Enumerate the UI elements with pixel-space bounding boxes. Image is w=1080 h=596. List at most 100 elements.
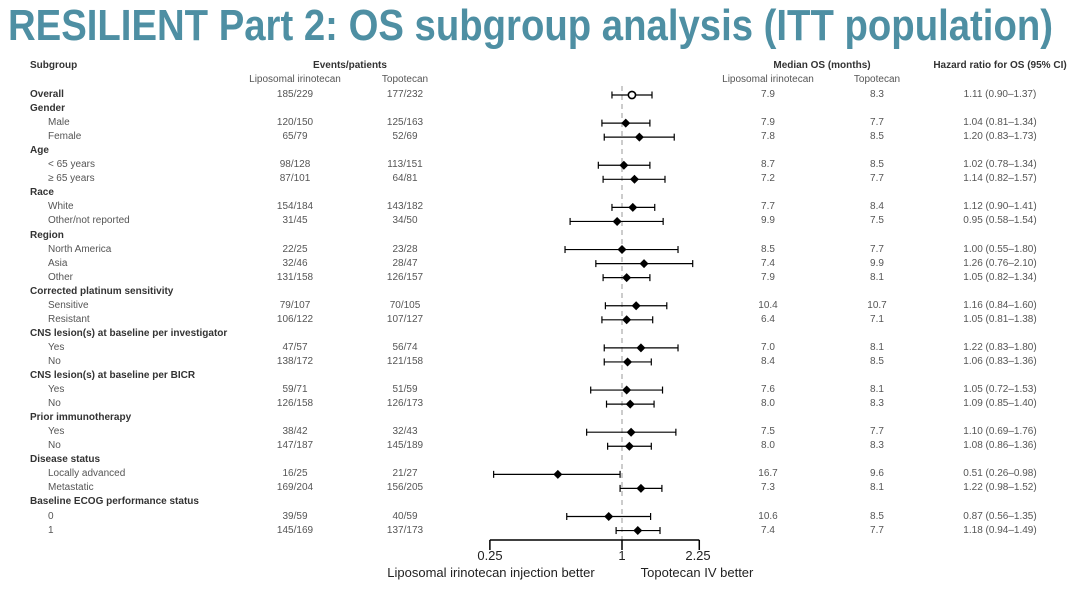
topo-median-os: 8.5 (870, 355, 884, 367)
hr-point-diamond (622, 315, 632, 325)
topo-events: 121/158 (386, 355, 424, 367)
subgroup-label: Asia (48, 257, 68, 269)
topo-median-os: 8.5 (870, 159, 884, 171)
hr-point-diamond (604, 512, 614, 521)
subgroup-label: Sensitive (48, 299, 89, 311)
subgroup-label: No (48, 398, 61, 410)
hr-point-diamond (634, 132, 644, 142)
subgroup-header: Baseline ECOG performance status (30, 496, 199, 508)
lipo-median-os: 7.2 (761, 173, 775, 185)
subgroup-label: Male (48, 117, 70, 129)
lipo-median-os: 10.6 (758, 510, 778, 522)
header-hazard-ratio: Hazard ratio for OS (95% CI) (933, 60, 1067, 71)
hazard-ratio-text: 1.16 (0.84–1.60) (963, 299, 1037, 311)
lipo-median-os: 8.0 (761, 440, 775, 452)
subgroup-label: No (48, 355, 61, 367)
hr-point-circle (627, 90, 637, 100)
lipo-events: 120/150 (276, 117, 314, 129)
lipo-events: 131/158 (276, 271, 314, 283)
topo-median-os: 8.4 (870, 201, 884, 213)
topo-median-os: 9.9 (870, 257, 884, 269)
topo-events: 32/43 (392, 426, 418, 438)
subgroup-header: Gender (30, 103, 66, 115)
x-tick-label-2.25: 2.25 (685, 548, 711, 563)
topo-median-os: 8.1 (870, 271, 884, 283)
hr-point-diamond (633, 526, 643, 536)
header-events: Events/patients (313, 60, 387, 71)
topo-median-os: 8.3 (870, 440, 884, 452)
lipo-events: 98/128 (279, 159, 311, 171)
right-favour-label: Topotecan IV better (640, 565, 754, 580)
hazard-ratio-text: 1.14 (0.82–1.57) (963, 173, 1037, 185)
lipo-median-os: 7.9 (761, 117, 775, 129)
hazard-ratio-text: 1.06 (0.83–1.36) (963, 355, 1037, 367)
lipo-median-os: 7.8 (761, 131, 775, 143)
hazard-ratio-text: 1.05 (0.82–1.34) (963, 271, 1037, 283)
lipo-median-os: 8.0 (761, 398, 775, 410)
hr-point-diamond (612, 216, 622, 226)
hazard-ratio-text: 1.10 (0.69–1.76) (963, 426, 1037, 438)
subgroup-label: No (48, 440, 61, 452)
topo-median-os: 7.7 (870, 243, 884, 255)
hazard-ratio-text: 1.22 (0.83–1.80) (963, 341, 1037, 353)
lipo-median-os: 16.7 (758, 468, 778, 480)
lipo-events: 154/184 (276, 201, 314, 213)
lipo-events: 47/57 (282, 341, 308, 353)
hr-point-diamond (619, 160, 629, 170)
x-tick-label-0.25: 0.25 (477, 548, 503, 563)
topo-events: 28/47 (392, 257, 418, 269)
lipo-median-os: 7.9 (761, 89, 775, 100)
hr-point-diamond (628, 202, 638, 212)
subgroup-label: 0 (48, 510, 54, 522)
lipo-median-os: 7.4 (761, 524, 775, 536)
topo-median-os: 7.7 (870, 524, 884, 536)
topo-median-os: 7.1 (870, 313, 884, 325)
lipo-median-os: 7.9 (761, 271, 775, 283)
topo-events: 70/105 (389, 299, 421, 311)
header-events-topo: Topotecan (381, 74, 429, 85)
subgroup-header: Age (30, 145, 49, 157)
lipo-events: 79/107 (279, 299, 311, 311)
hr-point-diamond (625, 399, 635, 409)
hr-point-diamond (622, 385, 632, 395)
topo-median-os: 8.5 (870, 510, 884, 522)
topo-median-os: 7.7 (870, 117, 884, 129)
topo-median-os: 8.1 (870, 341, 884, 353)
hazard-ratio-text: 1.22 (0.98–1.52) (963, 482, 1037, 494)
hazard-ratio-text: 1.08 (0.86–1.36) (963, 440, 1037, 452)
hazard-ratio-text: 1.11 (0.90–1.37) (963, 89, 1037, 100)
lipo-events: 147/187 (276, 440, 314, 452)
topo-events: 145/189 (386, 440, 424, 452)
lipo-events: 185/229 (276, 89, 314, 100)
hazard-ratio-text: 1.05 (0.72–1.53) (963, 384, 1037, 396)
subgroup-label: Overall (30, 89, 64, 100)
topo-events: 143/182 (386, 201, 424, 213)
lipo-events: 106/122 (276, 313, 314, 325)
hazard-ratio-text: 1.09 (0.85–1.40) (963, 398, 1037, 410)
hr-point-diamond (629, 174, 639, 184)
lipo-median-os: 10.4 (758, 299, 778, 311)
lipo-events: 31/45 (282, 215, 308, 227)
topo-median-os: 8.5 (870, 131, 884, 143)
lipo-median-os: 7.4 (761, 257, 775, 269)
subgroup-label: White (48, 201, 74, 213)
lipo-median-os: 7.3 (761, 482, 775, 494)
topo-events: 126/173 (386, 398, 424, 410)
lipo-events: 59/71 (282, 384, 308, 396)
lipo-events: 16/25 (282, 468, 308, 480)
topo-events: 107/127 (386, 313, 424, 325)
lipo-events: 126/158 (276, 398, 314, 410)
topo-median-os: 8.1 (870, 384, 884, 396)
subgroup-label: North America (48, 243, 112, 255)
left-favour-label: Liposomal irinotecan injection better (387, 565, 595, 580)
lipo-events: 65/79 (282, 131, 308, 143)
subgroup-label: Other (48, 271, 74, 283)
topo-events: 23/28 (392, 243, 418, 255)
lipo-median-os: 7.0 (761, 341, 775, 353)
hr-point-diamond (553, 469, 563, 479)
lipo-events: 32/46 (282, 257, 308, 269)
lipo-median-os: 8.5 (761, 243, 775, 255)
topo-median-os: 7.7 (870, 173, 884, 185)
lipo-median-os: 6.4 (761, 313, 775, 325)
header-events-lipo: Liposomal irinotecan (249, 74, 341, 85)
